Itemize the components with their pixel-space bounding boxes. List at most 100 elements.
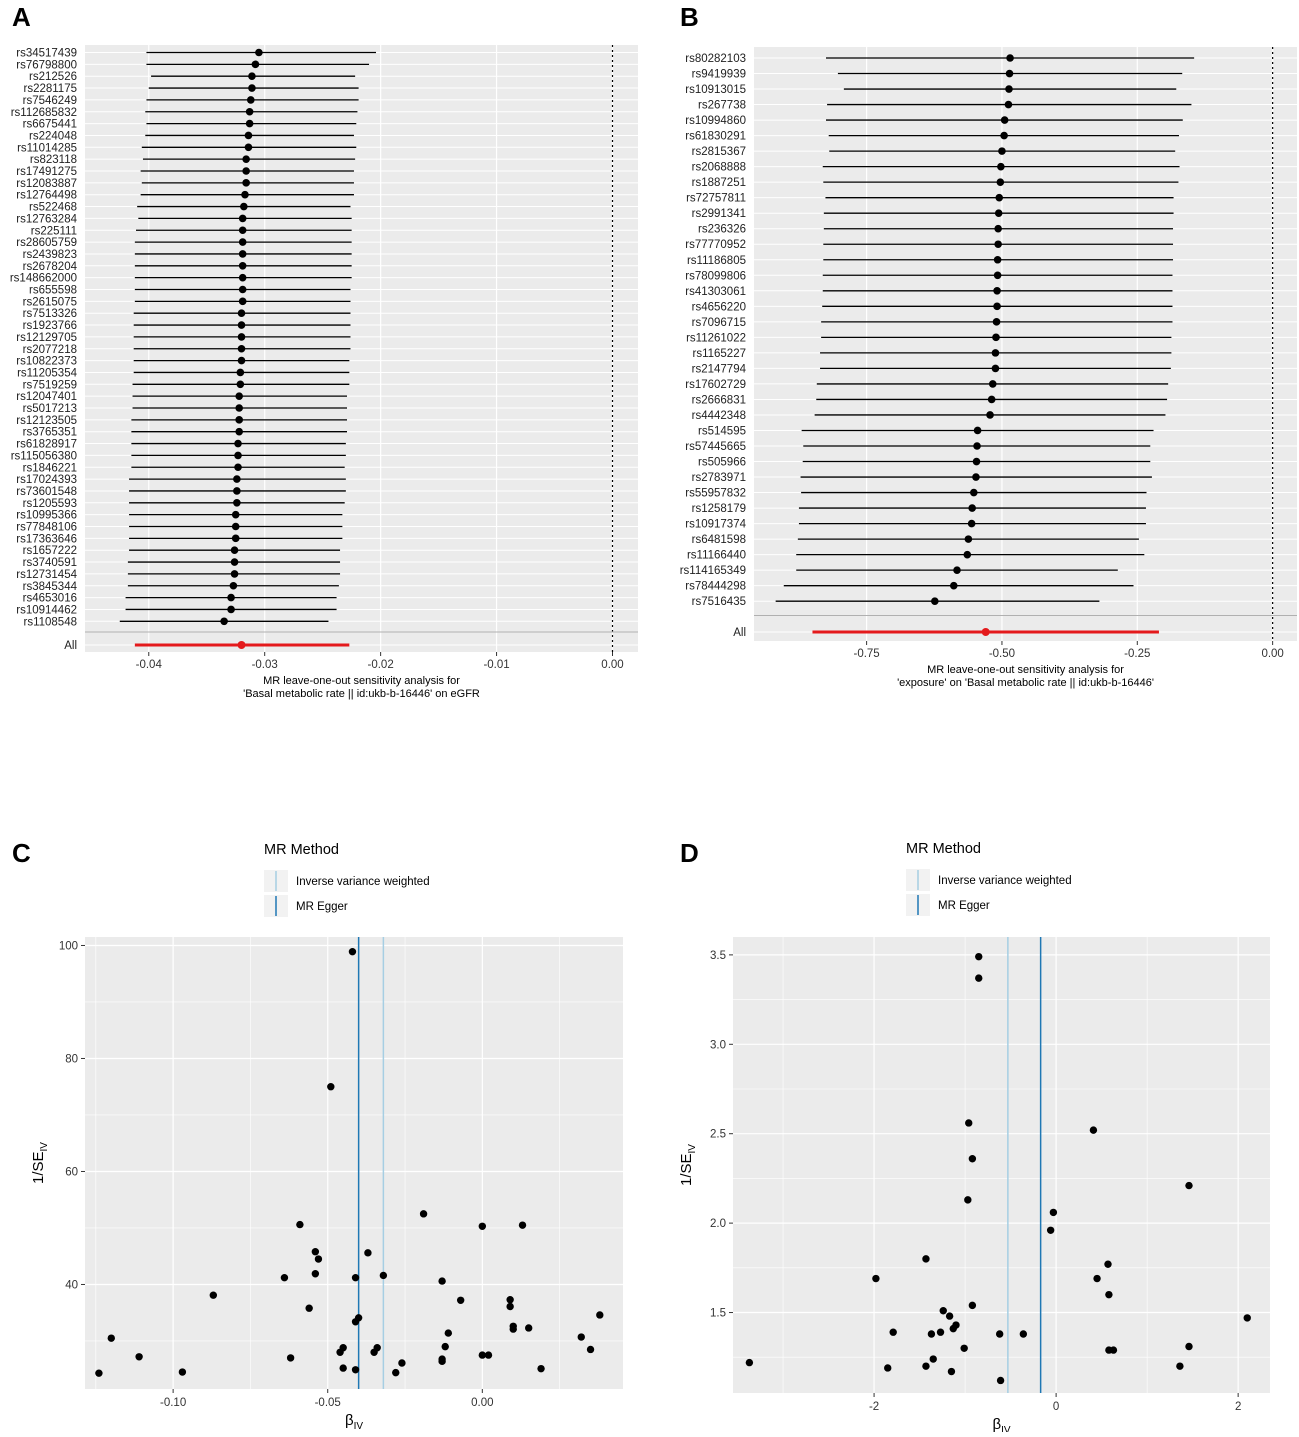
snp-label: rs7546249 (23, 95, 77, 107)
estimate-point (238, 297, 247, 306)
snp-label: rs4442348 (692, 410, 746, 422)
plot-background (733, 937, 1270, 1393)
x-axis-title: MR leave-one-out sensitivity analysis fo… (927, 664, 1124, 676)
snp-label: rs78099806 (685, 270, 746, 282)
snp-label: rs73601548 (16, 486, 77, 498)
snp-label: rs1923766 (23, 320, 77, 332)
snp-point (745, 1358, 754, 1367)
snp-label: rs1846221 (23, 462, 77, 474)
estimate-point (230, 570, 239, 578)
legend-label: Inverse variance weighted (296, 876, 430, 888)
legend-label: MR Egger (296, 901, 348, 913)
x-axis-title: βIV (345, 1412, 363, 1432)
estimate-point (237, 344, 246, 353)
snp-label: rs2783971 (692, 472, 746, 484)
x-tick-label: -0.01 (483, 659, 509, 671)
snp-point (1185, 1181, 1193, 1190)
snp-label: rs212526 (29, 71, 77, 83)
snp-point (960, 1344, 968, 1352)
snp-label: rs1258179 (692, 503, 746, 515)
x-tick-label: -2 (869, 1401, 879, 1413)
estimate-point (230, 546, 239, 554)
estimate-point (992, 318, 1001, 326)
snp-point (939, 1307, 947, 1315)
estimate-point (238, 285, 247, 294)
y-tick-label: 2.0 (710, 1218, 726, 1230)
estimate-point (231, 522, 240, 531)
estimate-point (238, 214, 247, 223)
snp-label: rs12083887 (16, 178, 77, 190)
snp-point (509, 1325, 517, 1333)
snp-point (444, 1329, 453, 1337)
snp-label: rs10917374 (685, 519, 746, 531)
snp-point (518, 1221, 527, 1229)
snp-label: rs2991341 (692, 208, 746, 220)
snp-label: rs72757811 (686, 193, 746, 205)
estimate-point (238, 226, 247, 235)
snp-label: rs34517439 (16, 48, 77, 60)
estimate-point (251, 60, 260, 69)
snp-point (506, 1296, 514, 1304)
estimate-point (242, 167, 250, 175)
snp-label: rs17602729 (685, 379, 746, 391)
estimate-point (237, 321, 246, 329)
snp-point (351, 1366, 360, 1374)
x-tick-label: 0 (1053, 1401, 1059, 1413)
snp-label: rs6675441 (23, 119, 77, 131)
panel-label-b: B (680, 2, 699, 32)
estimate-point (1006, 54, 1014, 62)
snp-label: rs17024393 (16, 474, 77, 486)
estimate-point (967, 519, 976, 528)
estimate-point (233, 487, 241, 495)
snp-point (311, 1270, 320, 1278)
estimate-point (237, 356, 246, 365)
snp-label: rs2068888 (692, 162, 746, 174)
snp-label: rs823118 (30, 154, 77, 166)
snp-label: rs11014285 (17, 142, 77, 154)
snp-label: rs17491275 (16, 166, 77, 178)
x-tick-label: -0.03 (252, 659, 278, 671)
estimate-point (244, 131, 253, 140)
x-tick-label: -0.04 (136, 659, 163, 671)
snp-label: rs7516435 (692, 596, 746, 608)
funnel-plot-c: -0.10 -0.05 0.00 40 60 80 100 βIV 1/SEIV MR Metho… (30, 842, 623, 1432)
y-axis-title: 1/SEIV (678, 1144, 698, 1186)
estimate-point (997, 162, 1005, 171)
snp-point (351, 1318, 360, 1326)
snp-point (1046, 1226, 1055, 1234)
estimate-point (991, 364, 1000, 373)
snp-label: rs1887251 (692, 177, 746, 189)
snp-point (419, 1210, 428, 1218)
snp-label: rs112685832 (11, 107, 77, 119)
estimate-point (236, 380, 245, 389)
snp-label: rs41303061 (685, 286, 746, 298)
snp-point (577, 1333, 585, 1341)
snp-point (327, 1083, 335, 1091)
snp-point (95, 1369, 103, 1377)
snp-point (441, 1342, 449, 1351)
snp-label: rs148662000 (10, 273, 77, 285)
snp-label: rs57445665 (685, 441, 746, 453)
y-tick-label: 40 (65, 1279, 78, 1291)
y-tick-label: 3.0 (710, 1039, 726, 1051)
estimate-point (964, 535, 973, 543)
snp-point (438, 1277, 446, 1285)
estimate-point (992, 333, 1000, 342)
snp-point (336, 1348, 344, 1356)
snp-label: rs115056380 (11, 450, 77, 462)
forest-plot-a: rs34517439rs76798800rs212526rs2281175rs7… (10, 45, 638, 700)
snp-label: rs61828917 (16, 439, 77, 451)
snp-label: rs2077218 (23, 344, 77, 356)
snp-point (478, 1351, 487, 1359)
snp-point (947, 1367, 956, 1376)
estimate-point (238, 273, 247, 282)
snp-label: rs77770952 (685, 239, 746, 251)
estimate-point (235, 427, 243, 436)
estimate-point (998, 147, 1006, 155)
estimate-point (238, 238, 247, 246)
snp-point (1093, 1274, 1101, 1283)
x-tick-label: 0.00 (471, 1397, 493, 1409)
estimate-point (238, 250, 247, 258)
snp-point (596, 1311, 604, 1319)
estimate-point (994, 224, 1002, 233)
